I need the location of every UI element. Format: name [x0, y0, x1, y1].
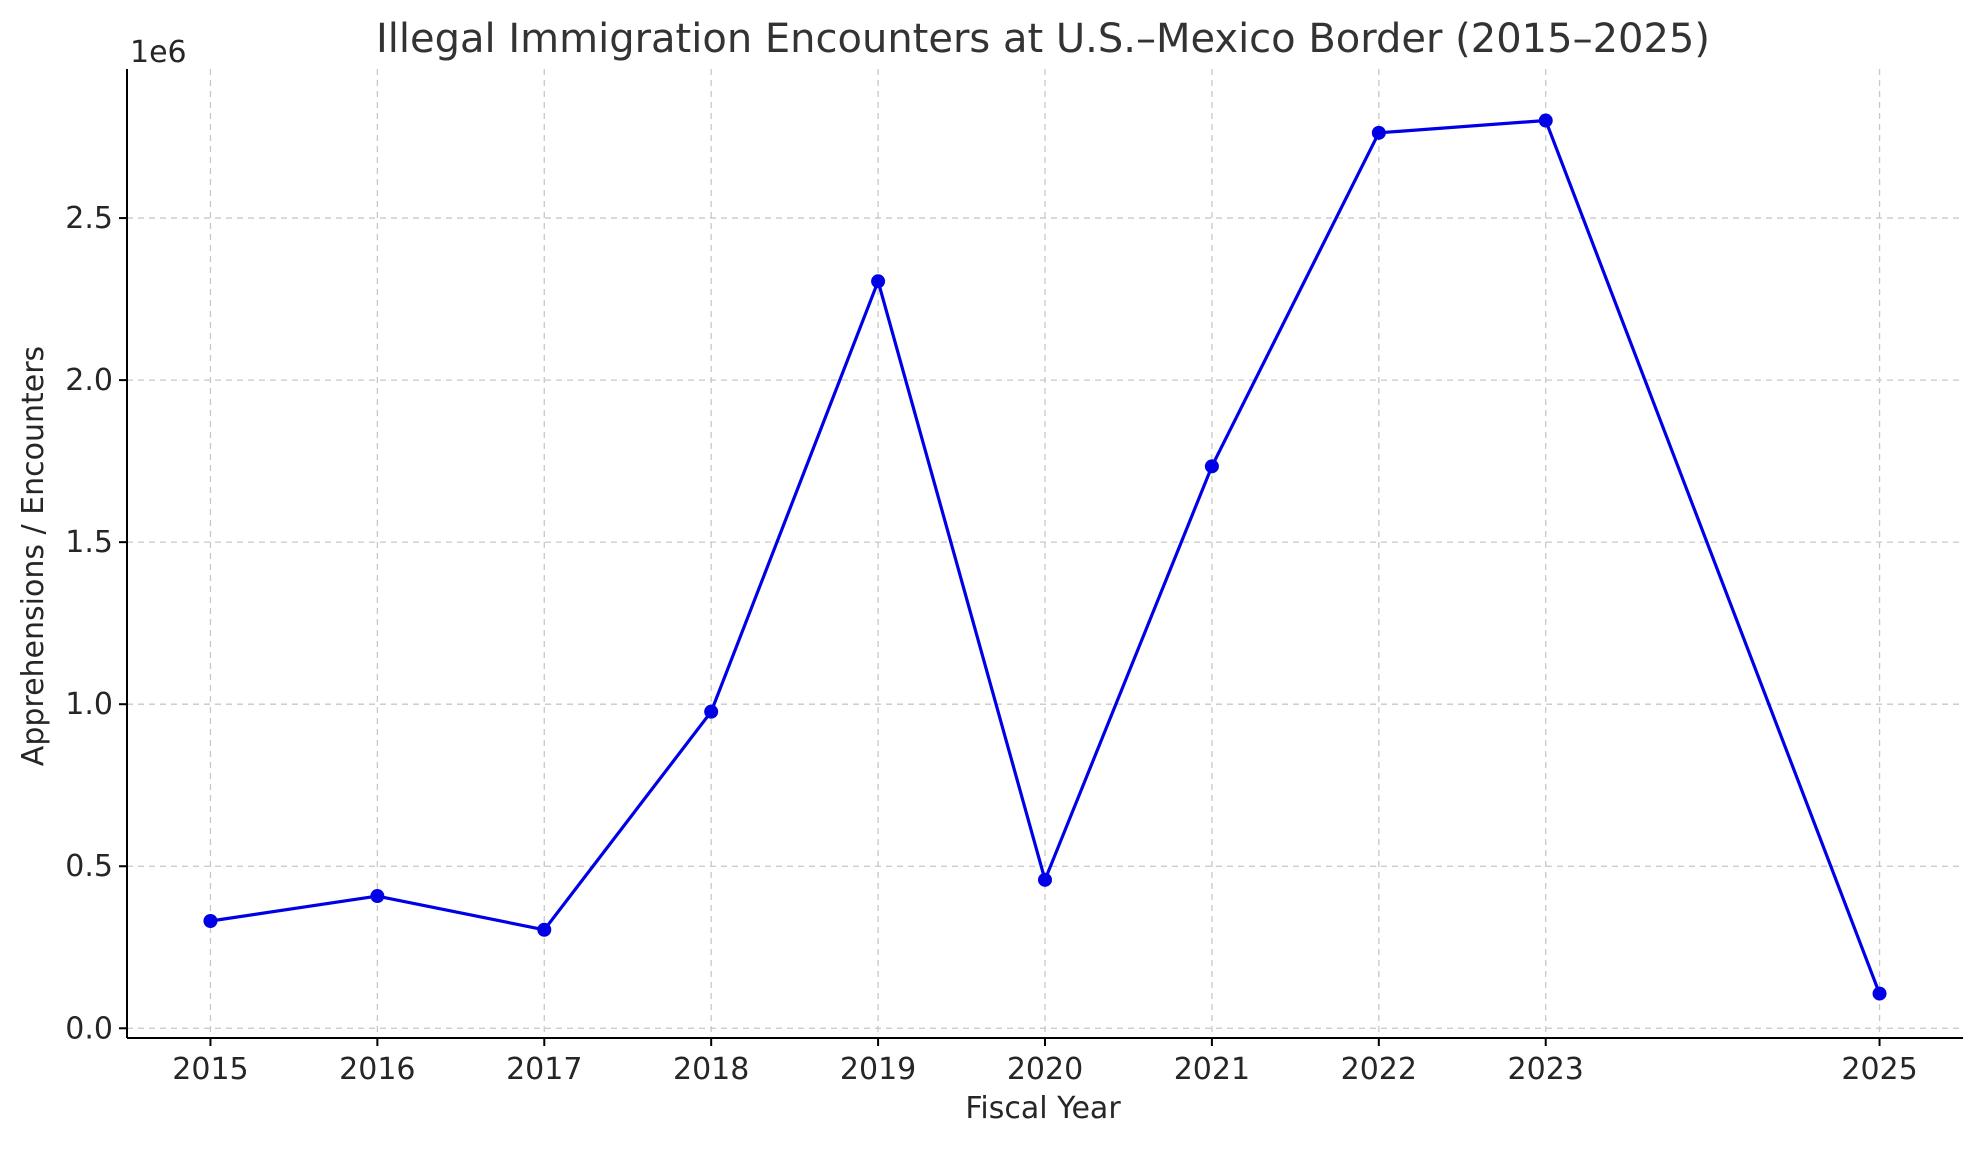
x-tick-label: 2017: [506, 1052, 582, 1087]
data-point: [1371, 125, 1386, 140]
grid-layer: [127, 69, 1963, 1038]
data-point: [871, 274, 886, 289]
data-point: [1038, 872, 1052, 887]
y-tick-label: 0.0: [65, 1011, 113, 1046]
y-tick-label: 0.5: [65, 849, 113, 884]
y-tick-label: 1.0: [65, 687, 113, 722]
y-tick-label: 1.5: [65, 525, 113, 560]
y-tick-label: 2.0: [65, 363, 113, 398]
x-tick-label: 2020: [1007, 1052, 1083, 1087]
x-tick-label: 2025: [1841, 1052, 1917, 1087]
data-point: [537, 922, 552, 937]
data-point: [1538, 113, 1553, 128]
data-point: [370, 889, 385, 904]
x-tick-label: 2018: [673, 1052, 749, 1087]
data-point: [1872, 986, 1887, 1001]
y-axis-label: Apprehensions / Encounters: [16, 346, 51, 766]
x-tick-label: 2022: [1341, 1052, 1417, 1087]
data-point: [704, 704, 719, 719]
x-tick-label: 2021: [1174, 1052, 1250, 1087]
x-tick-label: 2015: [172, 1052, 248, 1087]
chart-title: Illegal Immigration Encounters at U.S.–M…: [376, 16, 1710, 62]
series-layer: [203, 113, 1887, 1001]
x-tick-label: 2023: [1508, 1052, 1584, 1087]
data-point: [1204, 459, 1219, 474]
x-tick-label: 2019: [840, 1052, 916, 1087]
y-axis-offset-label: 1e6: [130, 35, 187, 70]
y-tick-label: 2.5: [65, 201, 113, 236]
ticks-layer: 2015 2016 2017 2018 2019 2020 2021 2022 2023 2025…: [65, 201, 1917, 1087]
x-tick-label: 2016: [339, 1052, 415, 1087]
x-axis-label: Fiscal Year: [965, 1091, 1121, 1126]
data-point: [203, 914, 218, 929]
series-line: [210, 118, 1881, 995]
